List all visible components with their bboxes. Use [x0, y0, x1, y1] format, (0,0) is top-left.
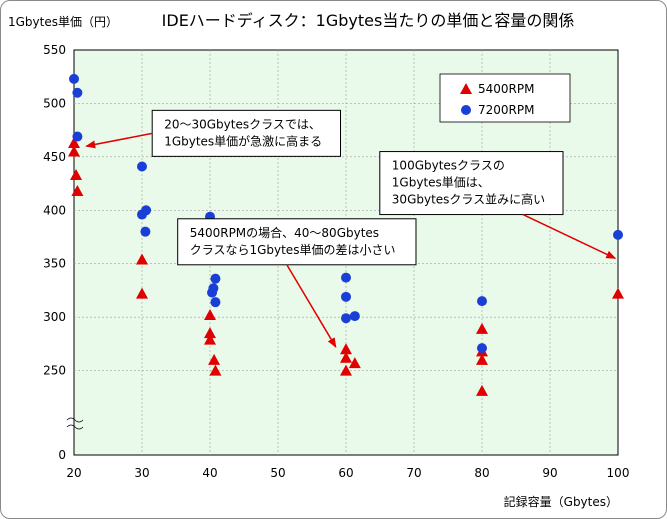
chart-title: IDEハードディスク：1Gbytes当たりの単価と容量の関係 — [162, 11, 575, 30]
y-tick-label: 550 — [43, 43, 66, 57]
point-5400rpm — [71, 185, 84, 197]
annotation-text: 30Gbytesクラス並みに高い — [392, 192, 545, 207]
data-points — [68, 73, 624, 396]
x-tick-label: 40 — [202, 466, 217, 480]
point-7200rpm — [477, 296, 487, 307]
point-5400rpm — [136, 253, 148, 265]
annotation-text: 20〜30Gbytesクラスでは、 — [164, 117, 321, 131]
point-5400rpm — [204, 333, 216, 345]
x-tick-label: 50 — [270, 466, 285, 480]
annotation-arrow — [286, 264, 337, 348]
point-7200rpm — [349, 311, 360, 322]
x-tick-label: 100 — [607, 466, 630, 480]
point-7200rpm — [72, 87, 83, 98]
point-7200rpm — [207, 287, 218, 298]
point-7200rpm — [141, 205, 152, 216]
x-tick-label: 30 — [134, 466, 149, 480]
point-5400rpm — [204, 309, 216, 321]
annotation-text: 5400RPMの場合、40〜80Gbytes — [190, 225, 379, 240]
x-tick-label: 90 — [542, 466, 557, 480]
point-5400rpm — [68, 145, 80, 157]
legend-label-5400rpm: 5400RPM — [478, 82, 534, 96]
legend-box — [439, 73, 571, 123]
annotation-arrow — [522, 213, 617, 260]
annotation-2: 5400RPMの場合、40〜80Gbytes クラスなら1Gbytes単価の差は小… — [177, 218, 417, 348]
point-7200rpm — [341, 272, 351, 283]
point-5400rpm — [476, 384, 488, 396]
point-5400rpm — [348, 357, 361, 369]
point-7200rpm — [477, 343, 487, 354]
point-5400rpm — [476, 322, 488, 334]
annotation-box — [177, 218, 417, 266]
point-7200rpm — [210, 273, 221, 284]
y-axis-label: 1Gbytes単価（円） — [8, 15, 118, 29]
legend-marker-7200rpm — [461, 105, 471, 115]
point-5400rpm — [340, 351, 352, 363]
y-tick-label: 450 — [43, 150, 66, 164]
point-5400rpm — [204, 327, 216, 339]
point-5400rpm — [612, 287, 624, 299]
axis-break-mark — [66, 424, 84, 430]
legend: 5400RPM 7200RPM — [439, 73, 571, 123]
y-tick-label: 250 — [43, 364, 66, 378]
annotations: 20〜30Gbytesクラスでは、 1Gbytes単価が急激に高まる 5400RPM… — [85, 109, 617, 348]
point-7200rpm — [140, 226, 151, 237]
annotation-box — [151, 109, 341, 157]
axis-break-mark — [66, 417, 84, 423]
legend-label-7200rpm: 7200RPM — [478, 103, 534, 117]
x-tick-label: 80 — [474, 466, 489, 480]
annotation-text: クラスなら1Gbytes単価の差は小さい — [190, 243, 396, 257]
point-7200rpm — [341, 313, 351, 324]
y-axis-break — [66, 417, 84, 430]
point-7200rpm — [69, 73, 79, 84]
point-5400rpm — [70, 169, 83, 181]
point-5400rpm — [208, 353, 221, 365]
point-5400rpm — [136, 287, 148, 299]
point-7200rpm — [72, 131, 83, 142]
y-tick-label: 500 — [43, 96, 66, 110]
point-7200rpm — [613, 229, 623, 240]
annotation-text: 1Gbytes単価が急激に高まる — [164, 133, 322, 148]
annotation-box — [379, 151, 564, 216]
point-5400rpm — [476, 353, 488, 365]
annotation-1: 20〜30Gbytesクラスでは、 1Gbytes単価が急激に高まる — [85, 109, 341, 157]
x-tick-label: 60 — [338, 466, 353, 480]
y-tick-labels: 250 300 350 400 450 500 550 0 — [43, 43, 66, 462]
y-tick-label: 0 — [58, 448, 66, 462]
y-tick-label: 350 — [43, 257, 66, 271]
annotation-text: 100Gbytesクラスの — [392, 159, 505, 173]
legend-marker-5400rpm — [460, 83, 472, 94]
x-tick-label: 20 — [66, 466, 81, 480]
point-7200rpm — [341, 291, 351, 302]
y-tick-label: 300 — [43, 310, 66, 324]
x-axis-label: 記録容量（Gbytes） — [504, 494, 618, 509]
point-5400rpm — [68, 136, 80, 148]
annotation-text: 1Gbytes単価は、 — [392, 176, 490, 190]
point-5400rpm — [209, 364, 222, 376]
annotation-arrow — [85, 132, 153, 149]
y-tick-label: 400 — [43, 203, 66, 217]
x-tick-label: 70 — [406, 466, 421, 480]
point-7200rpm — [210, 297, 221, 308]
annotation-3: 100Gbytesクラスの 1Gbytes単価は、 30Gbytesクラス並みに高い — [379, 151, 617, 260]
point-7200rpm — [137, 161, 147, 172]
point-5400rpm — [340, 364, 352, 376]
x-tick-labels: 20 30 40 50 60 70 80 90 100 — [66, 466, 629, 480]
point-5400rpm — [340, 343, 352, 355]
